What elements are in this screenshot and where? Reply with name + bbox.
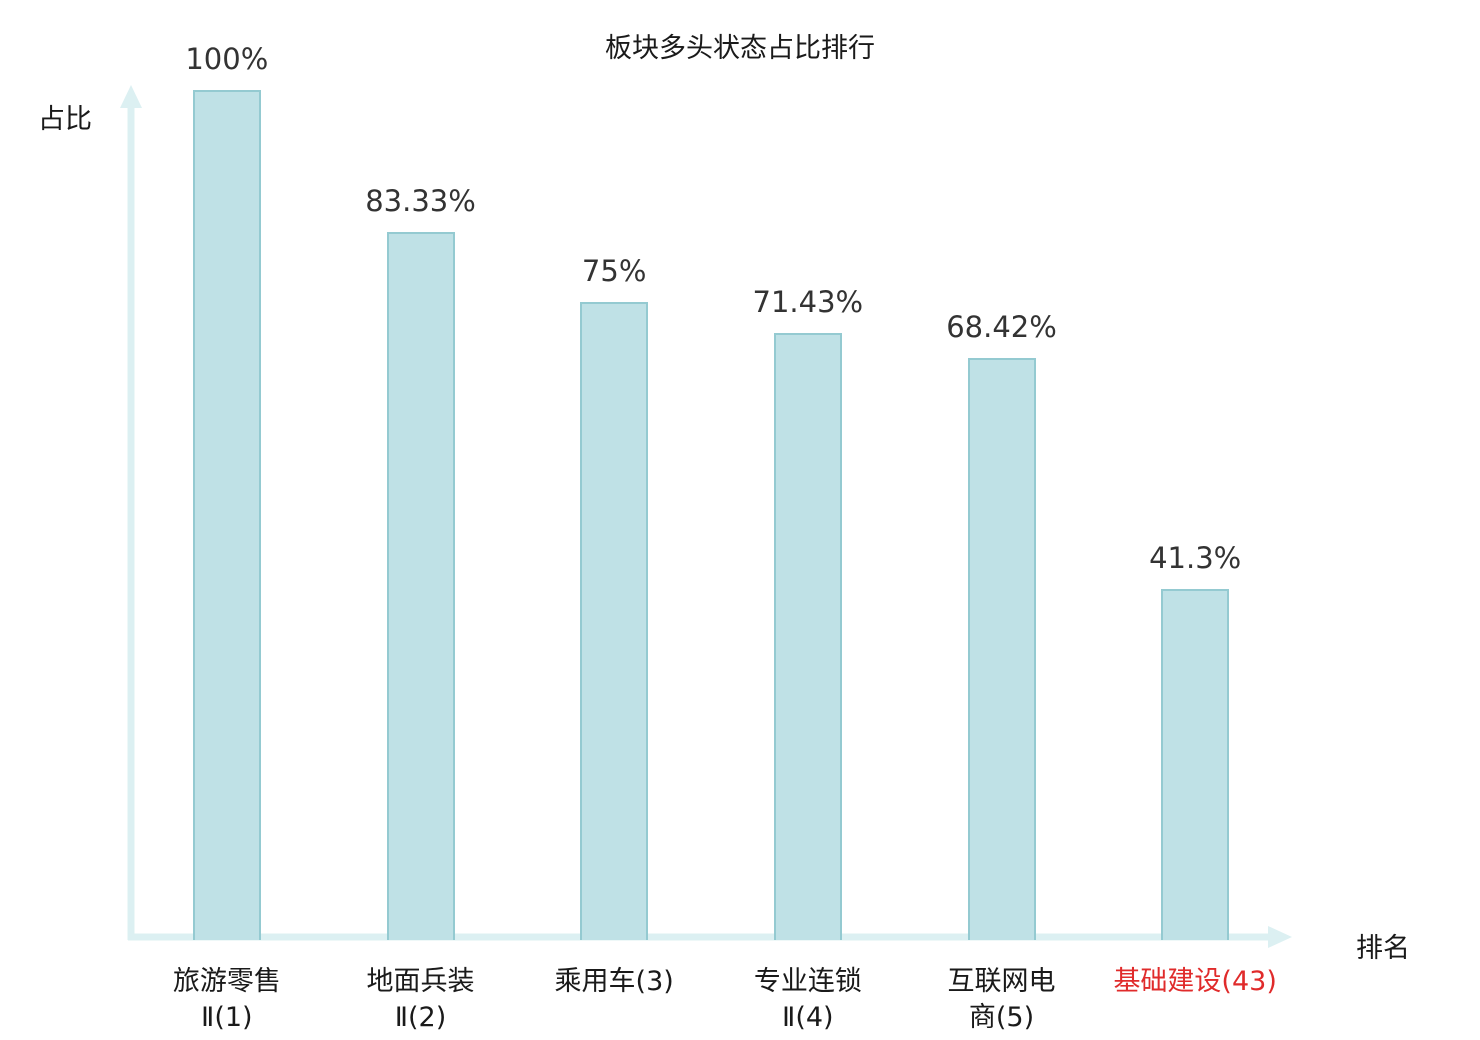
bar-value-label: 100% (185, 42, 269, 76)
category-label-line: 专业连锁 (753, 966, 862, 997)
category-label-line: Ⅱ(2) (394, 1002, 447, 1033)
category-label-line: 地面兵装 (366, 966, 475, 997)
y-axis-arrow-icon (120, 85, 142, 108)
bar-value-label: 41.3% (1149, 541, 1242, 575)
chart-title: 板块多头状态占比排行 (605, 33, 875, 64)
category-label-line: Ⅱ(4) (782, 1002, 834, 1033)
y-axis-label: 占比 (38, 104, 92, 135)
category-label: 互联网电商(5) (882, 964, 1122, 1036)
category-label: 专业连锁 Ⅱ(4) (688, 964, 928, 1036)
bar (773, 333, 842, 940)
category-label: 旅游零售 Ⅱ(1) (107, 964, 347, 1036)
category-label-line: 互联网电 (947, 966, 1056, 997)
category-label-line: 旅游零售 (172, 966, 281, 997)
bar-value-label: 75% (581, 254, 647, 288)
bar (386, 232, 455, 940)
category-label-line: 商(5) (968, 1002, 1035, 1033)
bar-value-label: 68.42% (946, 310, 1057, 344)
bar (1161, 589, 1230, 940)
bar-value-label: 71.43% (752, 285, 864, 319)
category-label: 乘用车(3) (494, 964, 734, 1000)
bar (580, 302, 649, 940)
bar (192, 90, 261, 940)
bar-value-label: 83.33% (365, 184, 476, 218)
category-label-line: 基础建设(43) (1113, 966, 1277, 997)
category-label: 基础建设(43) (1075, 964, 1315, 1000)
x-axis-arrow-icon (1268, 926, 1292, 948)
x-axis-label: 排名 (1356, 933, 1410, 964)
bar (967, 358, 1036, 940)
category-label: 地面兵装 Ⅱ(2) (301, 964, 541, 1036)
category-label-line: 乘用车(3) (554, 966, 674, 997)
category-label-line: Ⅱ(1) (201, 1002, 253, 1033)
